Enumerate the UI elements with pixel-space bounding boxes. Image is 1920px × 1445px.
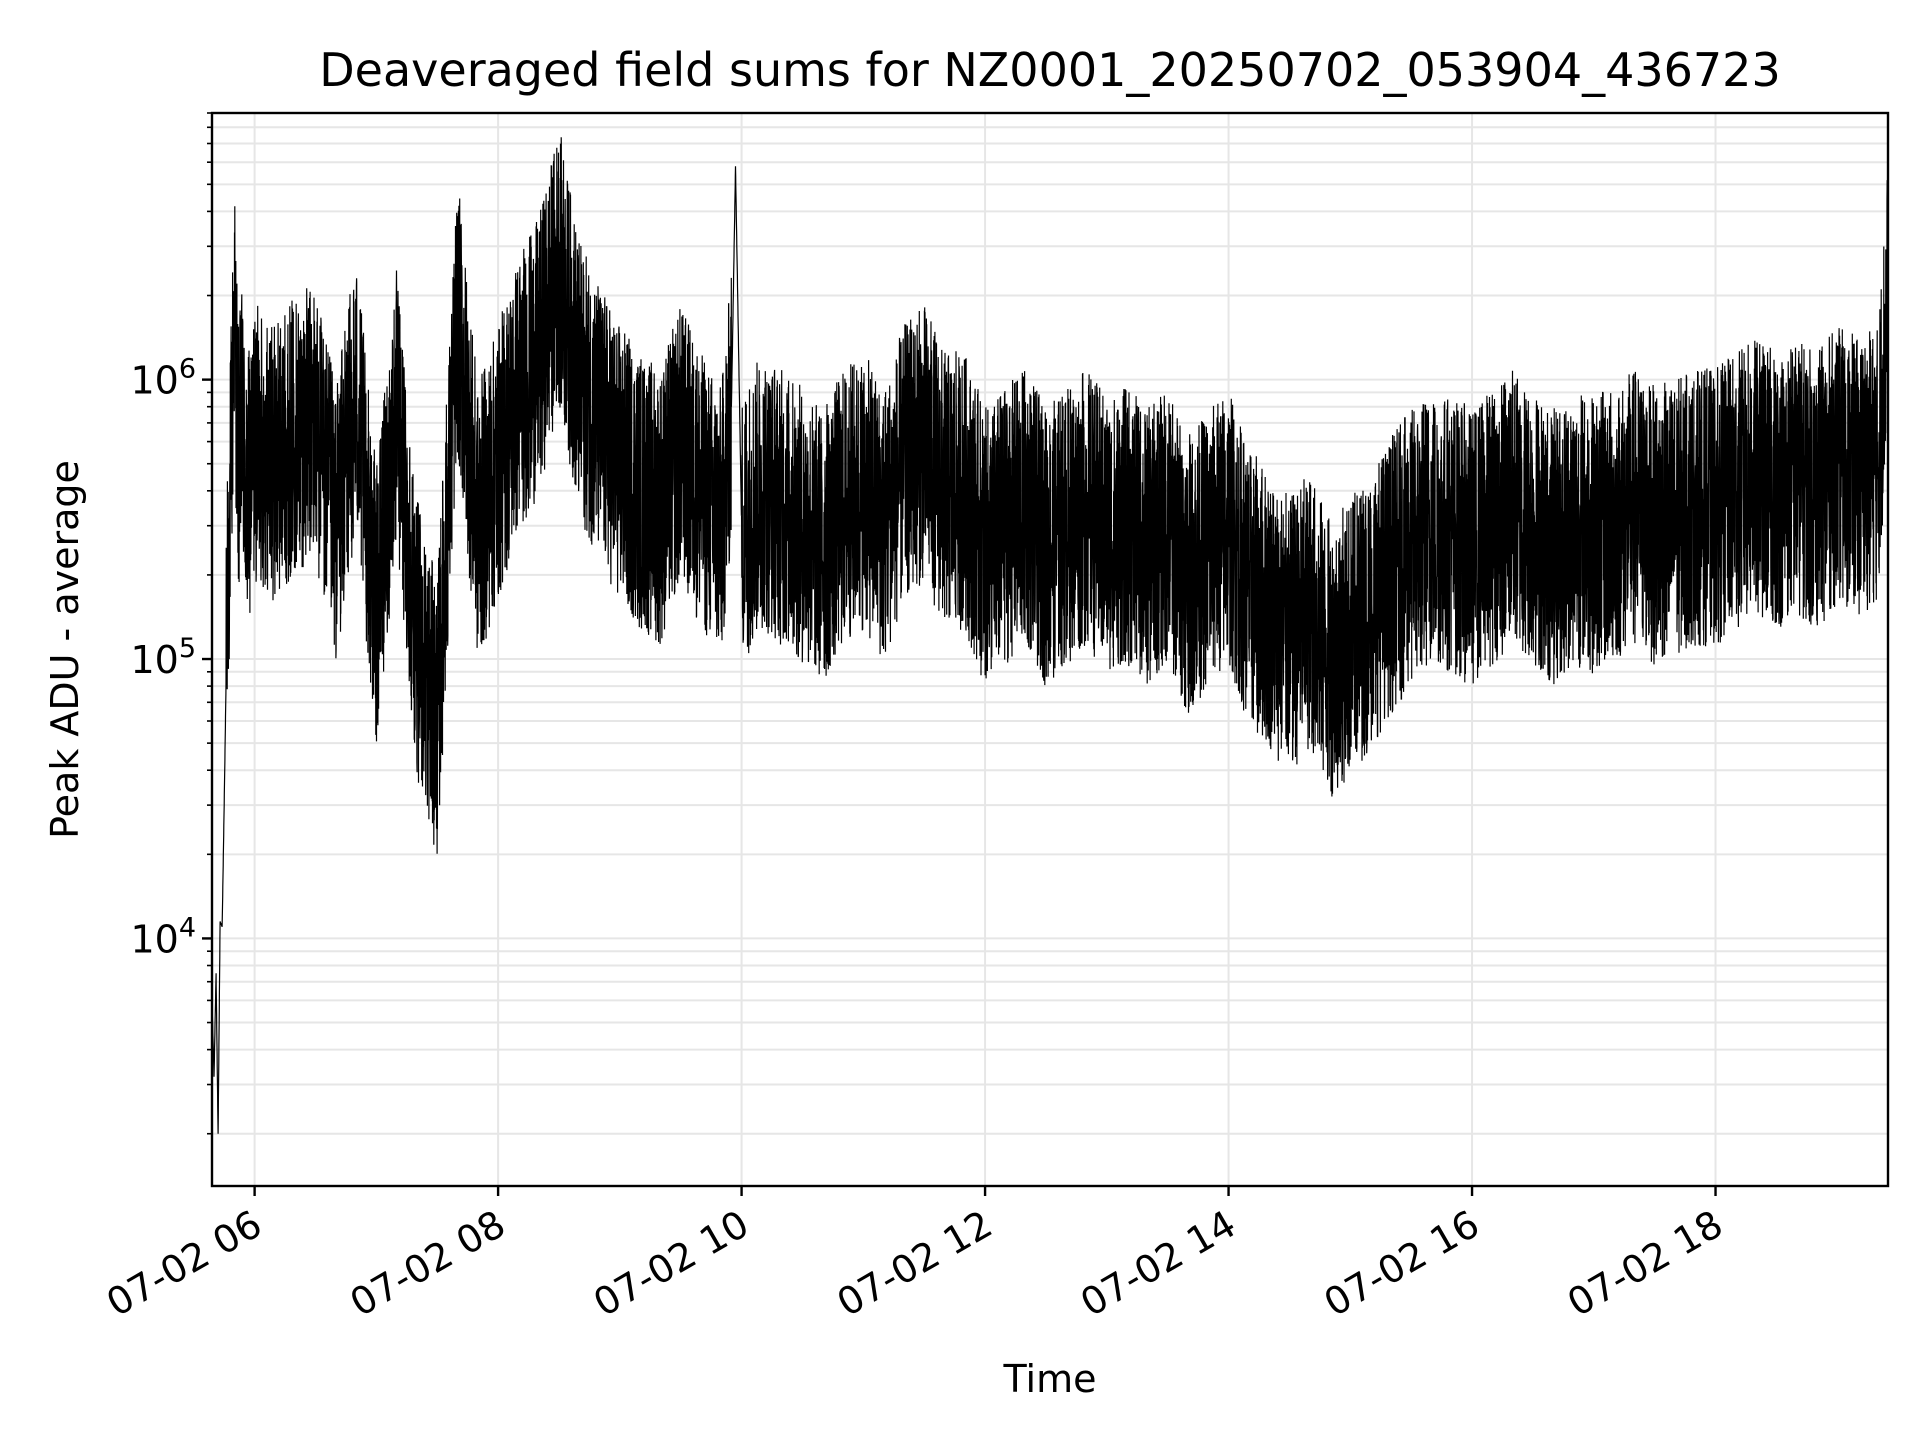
- y-tick-label: 105: [130, 633, 196, 682]
- line-layer: [211, 137, 1889, 1134]
- y-tick-label: 106: [130, 354, 196, 403]
- y-tick-label: 104: [130, 912, 196, 961]
- series-line: [211, 137, 1889, 1134]
- x-axis-label: Time: [1003, 1357, 1097, 1401]
- chart-title: Deaveraged field sums for NZ0001_2025070…: [319, 43, 1780, 97]
- y-axis-label: Peak ADU - average: [43, 460, 87, 839]
- plot-frame: [210, 111, 1890, 1188]
